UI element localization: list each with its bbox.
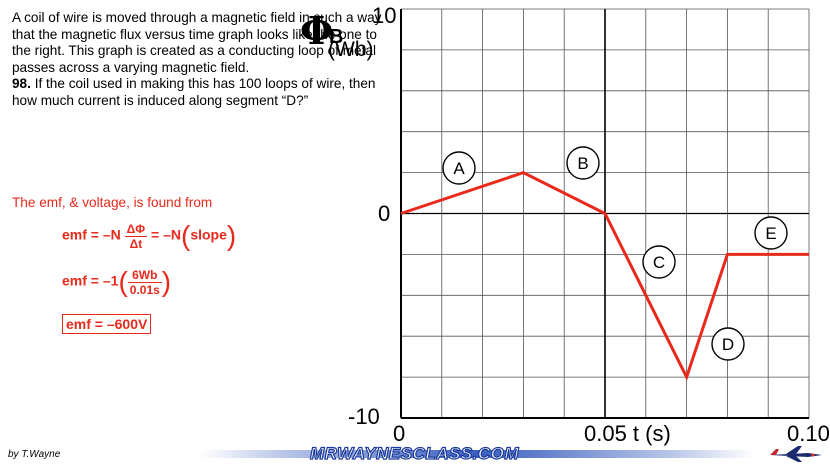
problem-intro: A coil of wire is moved through a magnet… xyxy=(12,10,382,75)
author-credit: by T.Wayne xyxy=(8,449,61,460)
x-tick-end: 0.10 xyxy=(787,421,830,446)
y-tick-zero: 0 xyxy=(378,201,391,226)
brand-logo[interactable]: MRWAYNESCLASS.COM xyxy=(309,443,520,463)
equation-emf-values: emf = –1( 6Wb 0.01s ) xyxy=(62,266,172,297)
problem-question: If the coil used in making this has 100 … xyxy=(12,76,376,108)
segment-labels: A B C D E xyxy=(442,146,788,361)
y-tick-bottom: -10 xyxy=(348,404,380,429)
eq2-numerator: 6Wb xyxy=(127,268,162,283)
flux-subscript: B xyxy=(329,26,344,48)
eq2-lhs: emf = –1 xyxy=(62,272,119,289)
eq2-fraction: 6Wb 0.01s xyxy=(127,268,162,297)
solution-lead: The emf, & voltage, is found from xyxy=(12,195,213,210)
segment-label-a: A xyxy=(453,159,465,178)
segment-label-b: B xyxy=(577,154,588,173)
flux-line xyxy=(400,170,809,382)
problem-number: 98. xyxy=(12,76,31,91)
segment-label-d: D xyxy=(722,335,734,354)
segment-circle-e xyxy=(754,216,788,250)
eq1-numerator: ΔΦ xyxy=(124,221,148,237)
eq1-denominator: Δt xyxy=(129,236,143,251)
segment-label-c: C xyxy=(653,253,665,272)
eq1-mid: = –N xyxy=(151,226,181,243)
segment-circle-a xyxy=(442,151,476,185)
flux-symbol: Φ xyxy=(300,8,334,53)
flux-unit: (Wb) xyxy=(328,38,374,61)
eq2-denominator: 0.01s xyxy=(129,282,160,297)
eq1-slope: slope xyxy=(190,226,227,243)
segment-circle-c xyxy=(642,245,676,279)
y-tick-top: 10 xyxy=(372,3,397,28)
footer-band xyxy=(200,450,755,458)
segment-circle-b xyxy=(566,146,600,180)
x-tick-mid: 0.05 t (s) xyxy=(584,421,671,446)
segment-label-e: E xyxy=(765,224,776,243)
equation-emf-general: emf = –N ΔΦ Δt = –N(slope) xyxy=(62,220,237,251)
x-tick-zero: 0 xyxy=(393,421,406,446)
equation-emf-result: emf = –600V xyxy=(62,314,152,334)
eq1-lhs: emf = –N xyxy=(62,226,121,243)
problem-text: A coil of wire is moved through a magnet… xyxy=(12,10,382,109)
segment-circle-d xyxy=(711,327,745,361)
eq1-fraction: ΔΦ Δt xyxy=(124,221,148,251)
jet-logo-icon xyxy=(770,446,822,462)
